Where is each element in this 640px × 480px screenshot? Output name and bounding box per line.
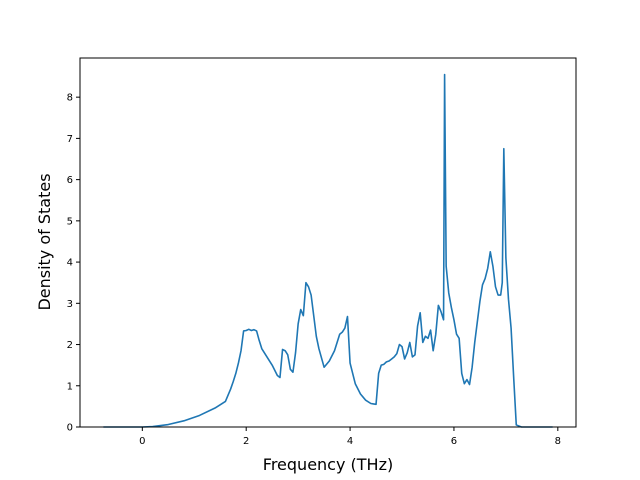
y-tick-label: 1 (67, 381, 73, 392)
y-tick-label: 5 (67, 216, 73, 227)
dos-series-line-0 (103, 73, 553, 428)
x-tick-label: 4 (347, 436, 353, 447)
y-tick-label: 7 (67, 134, 73, 145)
x-tick-label: 8 (555, 436, 561, 447)
y-tick-label: 2 (67, 340, 73, 351)
y-tick-label: 0 (67, 423, 73, 434)
y-tick-label: 8 (67, 93, 73, 104)
x-tick-label: 0 (139, 436, 145, 447)
y-tick-label: 3 (67, 299, 73, 310)
plot-frame (79, 57, 577, 428)
plot-marks (103, 73, 553, 428)
y-axis-ticks: 0 1 2 3 4 5 6 7 8 (67, 93, 80, 434)
x-tick-label: 2 (243, 436, 249, 447)
plot-area (80, 58, 576, 427)
x-axis-ticks: 0 2 4 6 8 (139, 427, 561, 447)
x-axis-label: Frequency (THz) (263, 455, 393, 474)
y-tick-label: 4 (67, 258, 73, 269)
y-tick-label: 6 (67, 175, 73, 186)
x-tick-label: 6 (451, 436, 457, 447)
y-axis-label: Density of States (35, 173, 54, 310)
